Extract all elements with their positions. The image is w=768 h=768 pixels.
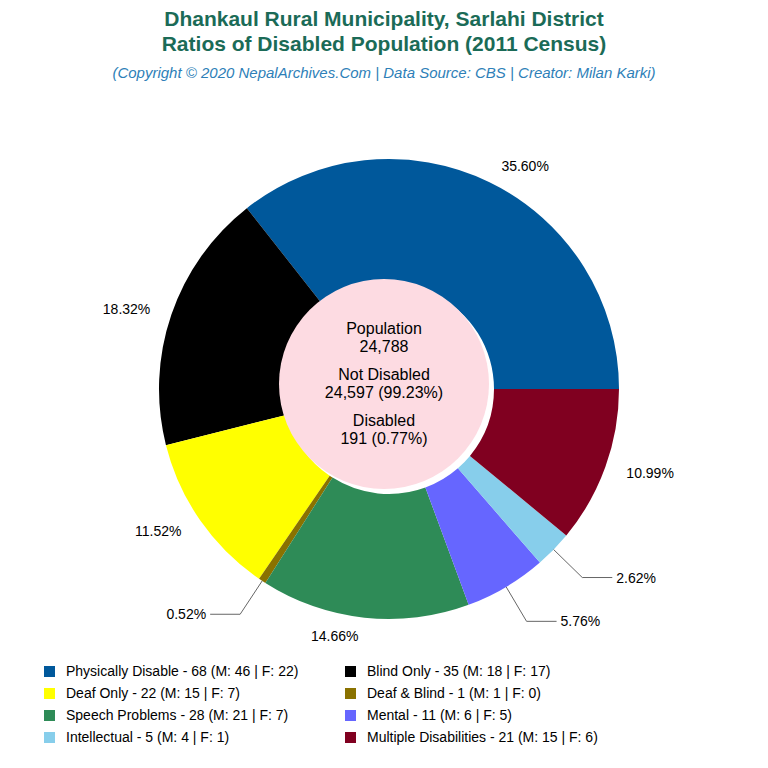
svg-text:18.32%: 18.32% — [103, 301, 150, 317]
html-text:Not Disabled: Not Disabled — [338, 366, 430, 383]
html-text:Population: Population — [346, 320, 422, 337]
html-text:(Copyright © 2020 NepalArchive: (Copyright © 2020 NepalArchives.Com | Da… — [112, 64, 656, 81]
html-text:Dhankaul Rural Municipality, S: Dhankaul Rural Municipality, Sarlahi Dis… — [164, 7, 604, 30]
svg-text:35.60%: 35.60% — [501, 158, 548, 174]
html-text:Multiple Disabilities - 21 (M:: Multiple Disabilities - 21 (M: 15 | F: 6… — [367, 729, 598, 745]
html-text:Deaf & Blind - 1 (M: 1 | F: 0): Deaf & Blind - 1 (M: 1 | F: 0) — [367, 685, 541, 701]
svg-text:11.52%: 11.52% — [135, 523, 181, 539]
svg-text:2.62%: 2.62% — [616, 570, 656, 586]
svg-text:0.52%: 0.52% — [166, 606, 206, 622]
svg-text:5.76%: 5.76% — [561, 613, 601, 629]
svg-text:14.66%: 14.66% — [311, 628, 358, 644]
html-text:Ratios of Disabled Population: Ratios of Disabled Population (2011 Cens… — [161, 32, 607, 55]
svg-text:10.99%: 10.99% — [626, 465, 673, 481]
html-text:Deaf Only - 22 (M: 15 | F: 7): Deaf Only - 22 (M: 15 | F: 7) — [66, 685, 240, 701]
html-text:Blind Only - 35 (M: 18 | F: 17: Blind Only - 35 (M: 18 | F: 17) — [367, 663, 551, 679]
html-text:Mental - 11 (M: 6 | F: 5): Mental - 11 (M: 6 | F: 5) — [367, 707, 512, 723]
html-text:24,597 (99.23%): 24,597 (99.23%) — [324, 384, 444, 401]
html-text:Disabled: Disabled — [352, 412, 416, 429]
html-text:24,788: 24,788 — [359, 338, 409, 355]
html-text:Intellectual - 5 (M: 4 | F: 1): Intellectual - 5 (M: 4 | F: 1) — [66, 729, 230, 745]
html-text:Physically Disable - 68 (M: 46: Physically Disable - 68 (M: 46 | F: 22) — [66, 663, 299, 679]
html-text:Speech Problems - 28 (M: 21 |: Speech Problems - 28 (M: 21 | F: 7) — [66, 707, 289, 723]
html-text:191 (0.77%): 191 (0.77%) — [340, 430, 428, 447]
